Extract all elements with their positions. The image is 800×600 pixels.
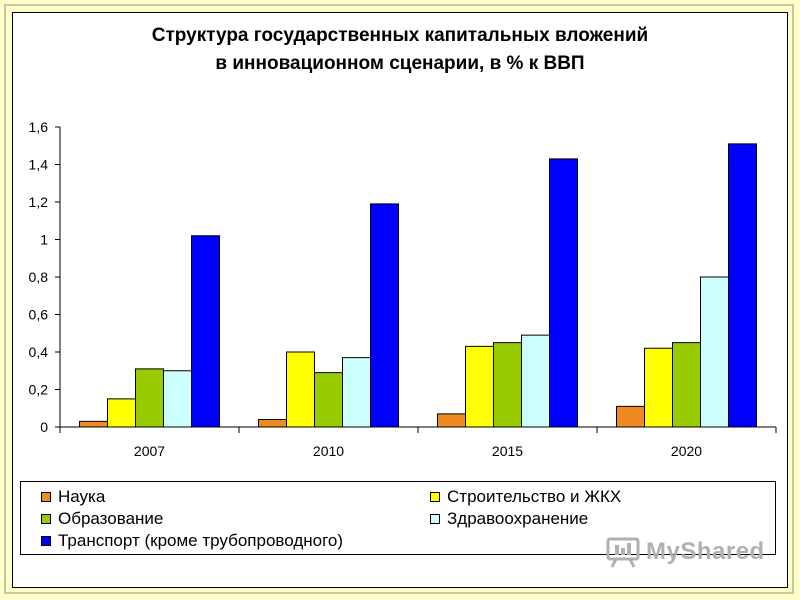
bar-transport-2007	[191, 235, 220, 428]
legend-item-transport: Транспорт (кроме трубопроводного)	[41, 531, 343, 551]
legend-label-education: Образование	[58, 509, 164, 528]
legend-item-healthcare: Здравоохранение	[430, 509, 588, 529]
watermark-text: MyShared	[646, 538, 765, 565]
y-tick-label: 0,2	[29, 382, 49, 398]
bar-healthcare-2015	[521, 334, 550, 428]
bar-science-2010	[258, 419, 287, 428]
legend-swatch-construction	[430, 492, 440, 502]
watermark: MyShared	[606, 536, 765, 568]
legend-swatch-healthcare	[430, 514, 440, 524]
bar-construction-2007	[107, 398, 136, 428]
chart-title: Структура государственных капитальных вл…	[0, 22, 800, 78]
legend-label-transport: Транспорт (кроме трубопроводного)	[58, 531, 344, 550]
y-tick-label: 0,6	[29, 307, 49, 323]
legend-swatch-science	[41, 492, 51, 502]
y-tick-label: 1,6	[29, 119, 49, 135]
y-tick-label: 1,4	[29, 157, 49, 173]
bar-construction-2010	[286, 351, 315, 428]
bar-transport-2015	[549, 158, 578, 428]
x-tick-label: 2020	[671, 443, 702, 459]
legend-label-construction: Строительство и ЖКХ	[447, 487, 622, 506]
x-tick-label: 2010	[313, 443, 344, 459]
x-tick-label: 2015	[492, 443, 523, 459]
legend-item-education: Образование	[41, 509, 163, 529]
bar-transport-2010	[370, 203, 399, 428]
legend-swatch-education	[41, 514, 51, 524]
bar-construction-2020	[644, 347, 673, 428]
bar-transport-2020	[728, 143, 757, 428]
legend-label-healthcare: Здравоохранение	[447, 509, 589, 528]
bar-education-2020	[672, 342, 701, 428]
legend-label-science: Наука	[58, 487, 106, 506]
bar-education-2015	[493, 342, 522, 428]
y-tick-label: 1	[40, 232, 48, 248]
chart-title-line-2: в инновационном сценарии, в % к ВВП	[215, 53, 585, 74]
bar-healthcare-2020	[700, 276, 729, 428]
bar-science-2020	[616, 405, 645, 428]
x-tick-label: 2007	[134, 443, 165, 459]
legend-item-construction: Строительство и ЖКХ	[430, 487, 621, 507]
y-tick-label: 0,4	[29, 344, 49, 360]
slide-frame	[4, 4, 794, 594]
bar-science-2007	[79, 420, 108, 428]
presentation-board-icon	[606, 537, 640, 568]
bar-construction-2015	[465, 345, 494, 428]
bar-healthcare-2010	[342, 357, 371, 428]
legend-swatch-transport	[41, 536, 51, 546]
y-tick-label: 0,8	[29, 269, 49, 285]
chart-legend: Наука Строительство и ЖКХ Образование Зд…	[20, 481, 776, 555]
bar-science-2015	[437, 413, 466, 428]
legend-item-science: Наука	[41, 487, 105, 507]
chart-title-line-1: Структура государственных капитальных вл…	[151, 25, 649, 46]
bar-education-2010	[314, 372, 343, 428]
y-tick-label: 0	[40, 419, 48, 435]
y-tick-label: 1,2	[29, 194, 49, 210]
bar-healthcare-2007	[163, 370, 192, 428]
bar-education-2007	[135, 368, 164, 428]
